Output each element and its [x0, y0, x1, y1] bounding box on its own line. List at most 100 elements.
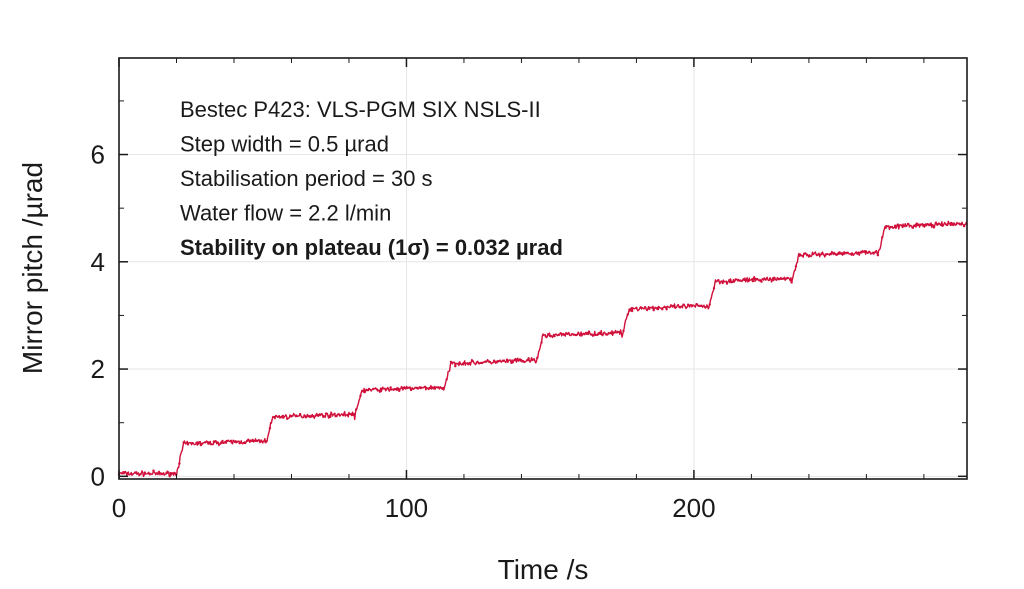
data-point [691, 304, 694, 307]
data-point [876, 254, 880, 257]
data-point [786, 276, 789, 280]
data-point [147, 472, 151, 475]
data-point [354, 408, 358, 411]
data-point [902, 225, 905, 228]
data-point [695, 303, 698, 306]
annotation-line: Step width = 0.5 µrad [180, 132, 389, 157]
data-point [915, 222, 918, 225]
data-point [191, 441, 194, 445]
data-point [807, 255, 811, 258]
data-point [717, 278, 720, 282]
x-axis-title: Time /s [498, 554, 589, 585]
data-point [467, 363, 470, 366]
data-point [734, 278, 737, 281]
series-data [117, 220, 968, 478]
data-point [216, 441, 220, 445]
data-point [829, 252, 832, 255]
data-point [570, 333, 573, 336]
data-point [337, 413, 341, 416]
data-point [376, 389, 379, 392]
data-point [152, 469, 155, 472]
data-point [962, 224, 966, 228]
data-point [510, 361, 513, 364]
y-tick-label: 4 [91, 247, 105, 277]
data-point [329, 415, 332, 419]
data-point [949, 221, 953, 225]
data-point [609, 331, 612, 334]
data-point [842, 252, 845, 255]
data-point [686, 303, 690, 306]
data-point [613, 331, 617, 334]
data-point [480, 361, 483, 365]
data-point [527, 357, 530, 360]
data-point [169, 471, 172, 475]
data-point [492, 359, 496, 362]
data-point [385, 388, 388, 391]
data-point [471, 359, 474, 363]
data-point [725, 282, 729, 285]
data-point [165, 472, 168, 475]
data-point [592, 334, 595, 337]
x-tick-label: 200 [672, 493, 715, 523]
data-point [889, 225, 893, 229]
data-point [846, 251, 849, 254]
y-tick-label: 6 [91, 140, 105, 170]
data-point [419, 386, 423, 390]
plot-frame [118, 57, 968, 480]
data-point [837, 252, 841, 255]
data-point [674, 306, 677, 309]
data-point [906, 222, 910, 226]
data-point [432, 387, 435, 390]
data-point [445, 378, 448, 381]
data-point [311, 415, 315, 418]
data-point [656, 307, 660, 311]
data-point [234, 440, 237, 443]
data-point [855, 251, 858, 254]
data-point [587, 330, 591, 333]
data-point [441, 387, 444, 390]
data-point [333, 412, 336, 416]
data-point [229, 439, 233, 442]
data-point [566, 332, 569, 336]
data-point [173, 472, 177, 475]
data-point [367, 387, 371, 391]
data-point [316, 413, 319, 416]
data-point [704, 306, 707, 309]
data-point [721, 281, 724, 285]
data-point [872, 252, 875, 255]
data-point [600, 333, 604, 336]
annotation-block: Bestec P423: VLS-PGM SIX NSLS-II Step wid… [180, 97, 563, 260]
data-point [648, 307, 651, 311]
data-point [911, 226, 914, 229]
annotation-line: Stabilisation period = 30 s [180, 166, 433, 191]
data-point [260, 439, 263, 442]
data-point [406, 386, 410, 389]
data-point [518, 358, 522, 361]
data-point [130, 473, 134, 476]
data-point [738, 279, 742, 282]
data-point [242, 441, 246, 445]
x-tick-label: 0 [112, 493, 126, 523]
data-point [777, 278, 780, 281]
data-point [682, 303, 686, 306]
data-point [497, 360, 500, 363]
data-point [958, 223, 962, 226]
data-point [764, 278, 767, 281]
data-point [919, 223, 923, 226]
data-point [178, 462, 181, 465]
data-point [475, 361, 479, 364]
data-point [794, 265, 798, 268]
data-point [411, 387, 414, 390]
data-point [885, 224, 888, 228]
data-point [273, 415, 276, 419]
data-point [730, 280, 733, 284]
data-point [294, 414, 297, 418]
data-point [863, 250, 867, 253]
data-point [122, 471, 125, 474]
data-point [669, 304, 673, 307]
data-point [699, 304, 703, 307]
data-point [458, 361, 461, 364]
data-point [255, 439, 259, 443]
data-point [488, 360, 492, 364]
